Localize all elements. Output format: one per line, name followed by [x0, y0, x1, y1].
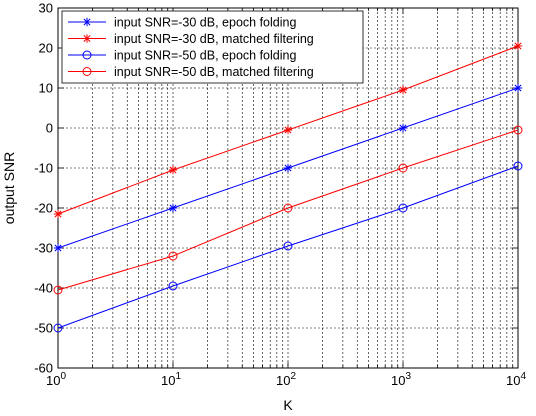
circle-marker [513, 161, 523, 171]
asterisk-marker [513, 41, 523, 51]
y-tick-label: -60 [34, 361, 53, 376]
y-tick-label: 10 [39, 81, 53, 96]
legend-label: input SNR=-30 dB, matched filtering [114, 32, 314, 46]
y-tick-label: 30 [39, 1, 53, 16]
y-tick-label: -50 [34, 321, 53, 336]
x-tick-label: 104 [506, 371, 526, 388]
asterisk-marker [168, 203, 178, 213]
series-line [57, 129, 519, 291]
circle-marker [398, 203, 408, 213]
y-tick-label: 20 [39, 41, 53, 56]
tick-labels: -60 -50 -40 -30 -20 -10 0 10 20 30 100 101 102 103 104 [34, 1, 526, 389]
circle-marker [53, 285, 63, 295]
legend-item: input SNR=-30 dB, matched filtering [68, 32, 314, 46]
asterisk-marker [398, 85, 408, 95]
asterisk-marker [283, 163, 293, 173]
asterisk-marker [398, 123, 408, 133]
asterisk-marker [53, 209, 63, 219]
circle-marker [513, 125, 523, 135]
legend-item: input SNR=-30 dB, epoch folding [68, 16, 296, 30]
asterisk-marker [513, 83, 523, 93]
y-tick-label: -10 [34, 161, 53, 176]
asterisk-marker [53, 243, 63, 253]
circle-marker [398, 163, 408, 173]
series-3 [53, 161, 523, 333]
series-4 [53, 125, 523, 295]
series-line [57, 165, 519, 329]
series-2 [53, 41, 523, 219]
circle-marker [53, 323, 63, 333]
series-layer [53, 41, 523, 333]
asterisk-marker [283, 125, 293, 135]
circle-marker [168, 281, 178, 291]
asterisk-marker [168, 165, 178, 175]
x-tick-label: 103 [391, 371, 411, 388]
legend-item: input SNR=-50 dB, epoch folding [68, 49, 296, 63]
y-tick-label: -30 [34, 241, 53, 256]
circle-marker [82, 67, 92, 76]
circle-marker [283, 203, 293, 213]
legend: input SNR=-30 dB, epoch folding input SNR… [61, 10, 364, 84]
y-tick-label: -20 [34, 201, 53, 216]
legend-box [61, 10, 364, 84]
asterisk-marker [82, 34, 92, 43]
circle-marker [283, 241, 293, 251]
y-axis-label: output SNR [1, 152, 17, 224]
y-tick-label: 0 [46, 121, 53, 136]
circle-marker [82, 50, 92, 60]
x-axis-label: K [283, 397, 293, 413]
series-1 [53, 83, 523, 253]
asterisk-marker [82, 17, 92, 27]
circle-marker [168, 251, 178, 261]
x-tick-label: 101 [161, 371, 181, 388]
legend-label: input SNR=-30 dB, epoch folding [114, 16, 296, 30]
legend-item: input SNR=-50 dB, matched filtering [68, 65, 314, 79]
x-tick-label: 102 [276, 371, 296, 388]
x-tick-label: 100 [46, 371, 66, 388]
legend-label: input SNR=-50 dB, epoch folding [114, 49, 296, 63]
y-tick-label: -40 [34, 281, 53, 296]
legend-label: input SNR=-50 dB, matched filtering [114, 65, 314, 79]
